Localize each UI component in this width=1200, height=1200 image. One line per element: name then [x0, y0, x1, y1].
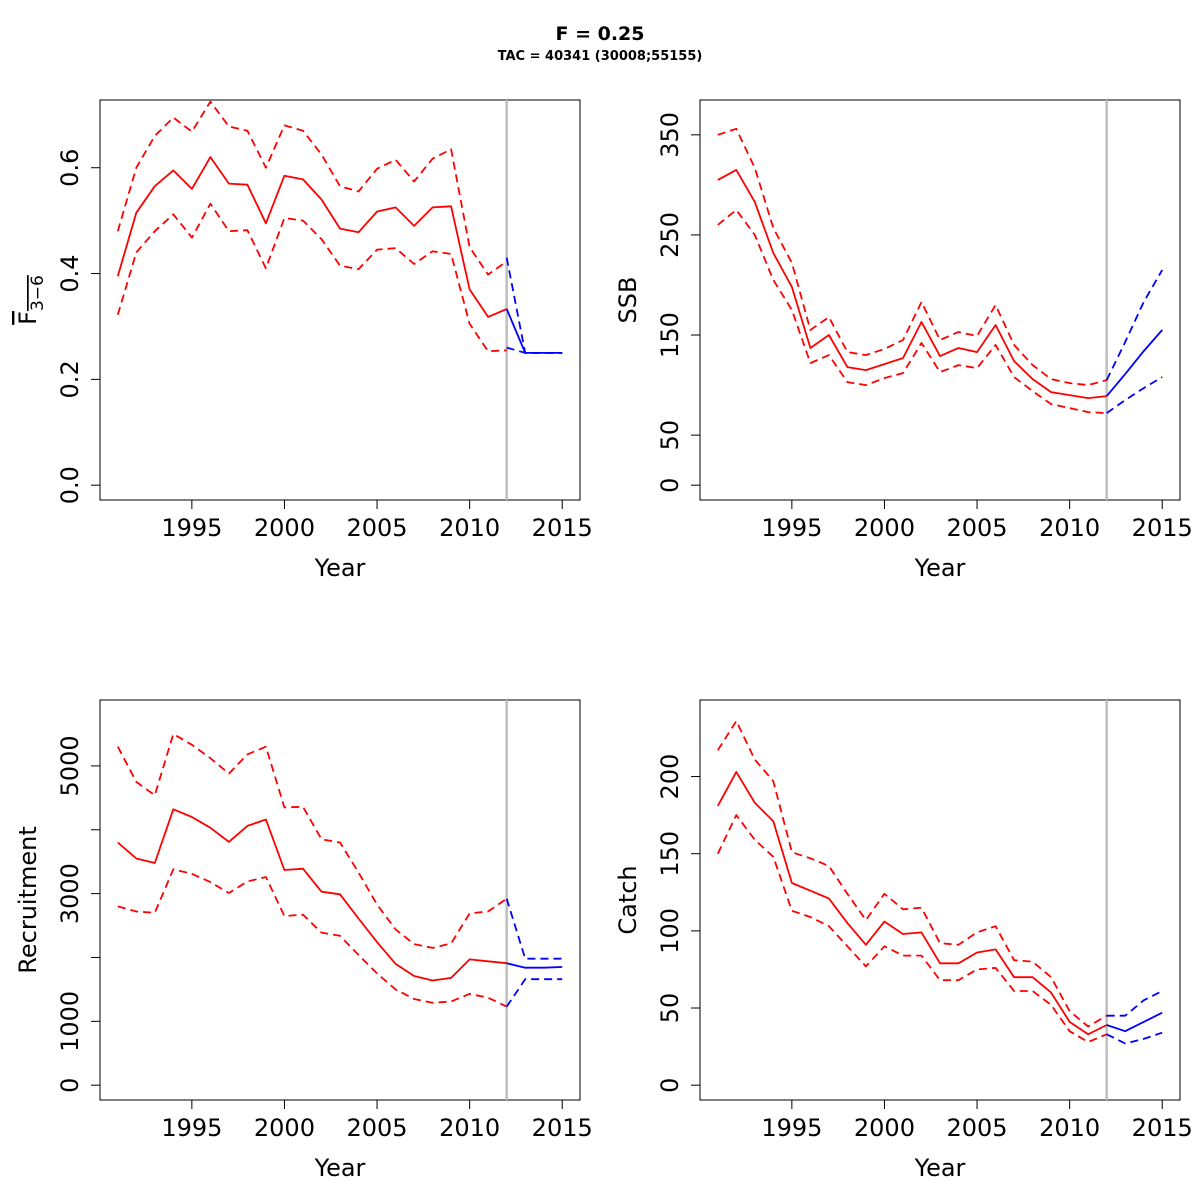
x-axis-title: Year [314, 1154, 366, 1182]
x-tick-label: 2000 [254, 514, 315, 542]
x-tick-label: 2005 [346, 514, 407, 542]
y-tick-label: 350 [656, 112, 684, 158]
x-tick-label: 1995 [761, 514, 822, 542]
historic-solid-line [116, 156, 508, 318]
recruitment-panel: 1995 2000 2005 2010 2015 0 1000 3000 5000 Year Rec… [14, 699, 593, 1182]
x-tick-label: 2010 [1039, 1114, 1100, 1142]
historic-dashed-line [716, 814, 1108, 1043]
y-tick-label: 0 [56, 1078, 84, 1093]
plot-frame [699, 99, 1181, 501]
x-tick-label: 2000 [854, 514, 915, 542]
y-axis-title: F3−6 [14, 275, 48, 325]
y-tick-label: 0 [656, 478, 684, 493]
historic-dashed-line [117, 868, 508, 1008]
y-tick-label: 50 [656, 420, 684, 451]
f-bar-panel: 1995 2000 2005 2010 2015 0.0 0.2 0.4 0.6 Year F3−6 [14, 99, 593, 582]
y-tick-label: 5000 [56, 735, 84, 796]
figure-subtitle: TAC = 40341 (30008;55155) [498, 49, 703, 64]
historic-solid-line [117, 808, 507, 982]
y-tick-label: 50 [656, 993, 684, 1024]
x-tick-label: 2005 [946, 1114, 1007, 1142]
y-axis-title: Recruitment [14, 826, 42, 973]
forecast-dashed-line [1106, 990, 1163, 1017]
x-tick-label: 2015 [532, 514, 593, 542]
forecast-dashed-line [1106, 1031, 1163, 1045]
y-tick-label: 3000 [56, 863, 84, 924]
forecast-solid-line [506, 962, 563, 969]
x-tick-label: 2000 [254, 1114, 315, 1142]
forecast-solid-line [1106, 1011, 1163, 1033]
forecast-dashed-line [505, 978, 563, 1008]
forecast-dashed-line [505, 898, 563, 960]
historic-solid-line [717, 168, 1107, 400]
x-tick-label: 2005 [946, 514, 1007, 542]
x-tick-label: 2000 [854, 1114, 915, 1142]
forecast-dashed-line [506, 346, 563, 354]
y-tick-label: 0.2 [56, 360, 84, 398]
plot-frame [99, 99, 581, 501]
plot-frame [699, 699, 1181, 1101]
plot-frame [99, 699, 581, 1101]
y-tick-label: 150 [656, 312, 684, 358]
y-tick-label: 0.4 [56, 254, 84, 292]
catch-panel: 1995 2000 2005 2010 2015 0 50 100 150 200 Year Catc… [614, 699, 1193, 1182]
x-axis-title: Year [914, 554, 966, 582]
historic-dashed-line [717, 208, 1107, 414]
x-tick-label: 2010 [439, 1114, 500, 1142]
x-tick-label: 2010 [1039, 514, 1100, 542]
y-tick-label: 100 [656, 908, 684, 954]
y-tick-label: 0.0 [56, 466, 84, 504]
forecast-dashed-line [1106, 376, 1163, 414]
historic-solid-line [717, 771, 1108, 1036]
x-tick-label: 1995 [761, 1114, 822, 1142]
historic-dashed-line [717, 720, 1108, 1028]
x-tick-label: 2005 [346, 1114, 407, 1142]
forecast-solid-line [1106, 329, 1163, 397]
x-axis-title: Year [914, 1154, 966, 1182]
x-tick-label: 2015 [532, 1114, 593, 1142]
y-axis-title: Catch [614, 865, 642, 934]
historic-dashed-line [717, 127, 1107, 387]
x-axis-title: Year [314, 554, 366, 582]
y-axis-title: SSB [614, 277, 642, 324]
y-tick-label: 0.6 [56, 149, 84, 187]
x-tick-label: 1995 [161, 514, 222, 542]
x-tick-label: 2015 [1132, 514, 1193, 542]
forecast-dashed-line [505, 257, 563, 354]
y-tick-label: 0 [656, 1078, 684, 1093]
y-axis-title-subscript: 3−6 [28, 275, 48, 311]
historic-dashed-line [116, 100, 508, 276]
figure-title: F = 0.25 [555, 23, 644, 45]
forecast-dashed-line [1105, 269, 1163, 381]
x-tick-label: 1995 [161, 1114, 222, 1142]
historic-dashed-line [117, 733, 508, 949]
x-tick-label: 2010 [439, 514, 500, 542]
y-tick-label: 250 [656, 212, 684, 258]
ssb-panel: 1995 2000 2005 2010 2015 0 50 150 250 350 Year SSB [614, 99, 1193, 582]
historic-dashed-line [116, 202, 507, 353]
y-tick-label: 200 [656, 754, 684, 800]
y-tick-label: 1000 [56, 991, 84, 1052]
x-tick-label: 2015 [1132, 1114, 1193, 1142]
y-tick-label: 150 [656, 831, 684, 877]
forecast-solid-line [505, 308, 563, 354]
